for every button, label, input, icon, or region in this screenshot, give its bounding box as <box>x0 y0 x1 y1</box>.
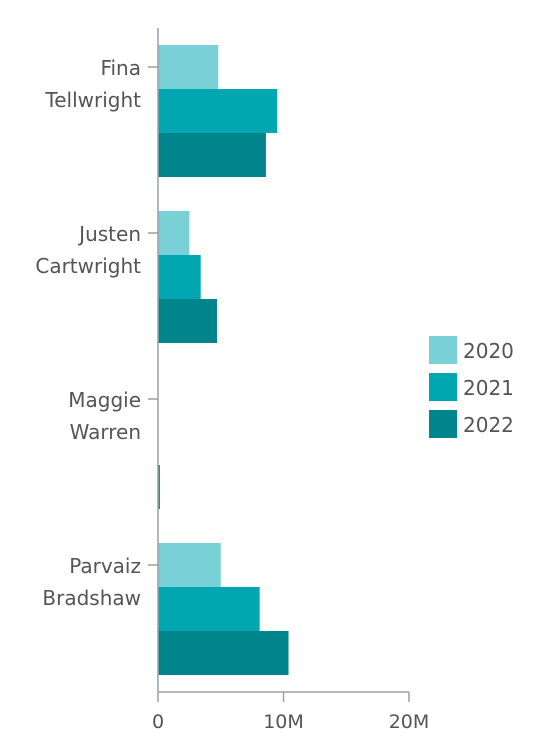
bar-2022-fina-tellwright[interactable] <box>158 133 266 177</box>
bar-2021-justen-cartwright[interactable] <box>158 255 201 299</box>
bar-2020-parvaiz-bradshaw[interactable] <box>158 543 221 587</box>
category-label-line: Bradshaw <box>42 586 141 610</box>
category-label-line: Maggie <box>68 388 141 412</box>
legend-swatch-2022[interactable] <box>429 410 457 438</box>
legend-label-2020[interactable]: 2020 <box>463 339 514 363</box>
category-label-line: Cartwright <box>35 254 141 278</box>
bars-group <box>158 45 289 675</box>
legend-label-2022[interactable]: 2022 <box>463 413 514 437</box>
category-label-line: Warren <box>70 420 141 444</box>
category-label-line: Tellwright <box>44 88 141 112</box>
bar-2020-justen-cartwright[interactable] <box>158 211 190 255</box>
bar-2022-parvaiz-bradshaw[interactable] <box>158 631 289 675</box>
y-axis: Fina Tellwright Justen Cartwright Maggie Warr… <box>35 28 159 692</box>
category-label-line: Fina <box>100 56 141 80</box>
legend-swatch-2020[interactable] <box>429 336 457 364</box>
category-label-line: Justen <box>77 222 141 246</box>
x-tick-label: 10M <box>263 711 304 733</box>
bar-2021-parvaiz-bradshaw[interactable] <box>158 587 260 631</box>
x-tick-label: 20M <box>389 711 430 733</box>
bar-2022-maggie-warren[interactable] <box>158 465 160 509</box>
legend[interactable]: 2020 2021 2022 <box>429 336 514 438</box>
x-axis: 0 10M 20M <box>152 691 430 733</box>
legend-swatch-2021[interactable] <box>429 373 457 401</box>
category-label-line: Parvaiz <box>69 554 141 578</box>
category-label: Parvaiz Bradshaw <box>42 554 141 610</box>
bar-2021-fina-tellwright[interactable] <box>158 89 278 133</box>
category-label: Maggie Warren <box>68 388 141 444</box>
bar-2022-justen-cartwright[interactable] <box>158 299 217 343</box>
x-tick-label: 0 <box>152 711 164 733</box>
category-label: Fina Tellwright <box>44 56 141 112</box>
bar-2020-fina-tellwright[interactable] <box>158 45 219 89</box>
category-label: Justen Cartwright <box>35 222 141 278</box>
legend-label-2021[interactable]: 2021 <box>463 376 514 400</box>
